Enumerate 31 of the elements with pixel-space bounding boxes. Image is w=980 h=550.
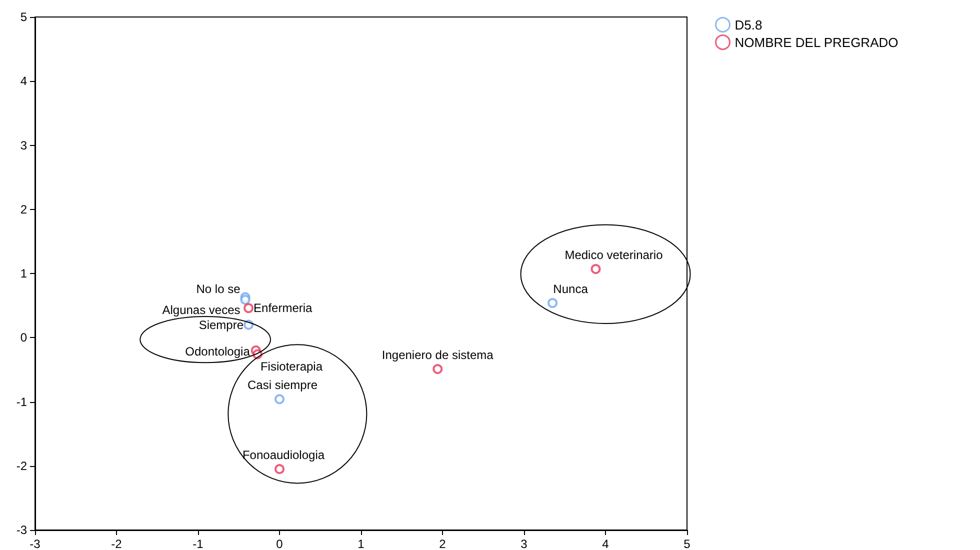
y-tick-label: 2 (20, 202, 28, 216)
annotation: Ingeniero de sistema (382, 348, 494, 362)
y-tick-label: -1 (16, 394, 28, 409)
y-tick-label: 3 (20, 138, 28, 152)
legend-label: NOMBRE DEL PREGRADO (734, 34, 898, 50)
annotation: Nunca (553, 282, 588, 296)
x-tick-label: -3 (30, 537, 41, 550)
y-tick-label: 1 (20, 266, 28, 280)
y-tick-label: -3 (16, 523, 28, 537)
legend-label: D5.8 (734, 17, 762, 32)
y-tick-label: 5 (20, 10, 28, 24)
annotation: No lo se (196, 282, 241, 296)
x-tick-label: 4 (602, 537, 610, 550)
x-tick-label: -2 (111, 537, 122, 550)
y-tick-label: 0 (20, 330, 28, 345)
annotation: Fisioterapia (260, 359, 323, 374)
annotation: Siempre (198, 318, 244, 332)
x-tick-label: 0 (276, 537, 284, 550)
y-tick-label: 4 (20, 74, 28, 88)
annotation: Medico veterinario (564, 248, 664, 262)
x-tick-label: 1 (358, 537, 365, 550)
y-tick-label: -2 (16, 458, 28, 473)
annotation: Algunas veces (162, 302, 240, 317)
x-tick-label: -1 (192, 537, 204, 550)
x-tick-label: 5 (684, 537, 691, 550)
annotation: Odontologia (185, 344, 250, 358)
annotation: Enfermeria (254, 301, 313, 316)
x-tick-label: 3 (520, 537, 528, 550)
x-tick-label: 2 (439, 537, 446, 550)
annotation: Casi siempre (247, 378, 318, 392)
annotation: Fonoaudiologia (242, 448, 325, 462)
